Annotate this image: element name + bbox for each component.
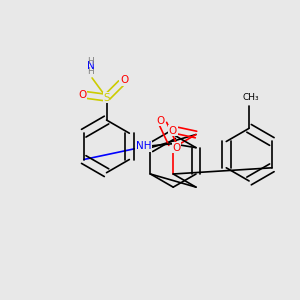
Text: O: O [157,116,165,126]
Text: CH₃: CH₃ [242,93,259,102]
Text: H: H [87,68,94,76]
Text: S: S [103,93,110,103]
Text: H: H [87,57,94,66]
Text: N: N [87,61,94,71]
Text: O: O [172,143,180,153]
Text: NH: NH [136,141,151,152]
Text: O: O [169,126,177,136]
Text: O: O [120,75,128,85]
Text: O: O [78,90,86,100]
